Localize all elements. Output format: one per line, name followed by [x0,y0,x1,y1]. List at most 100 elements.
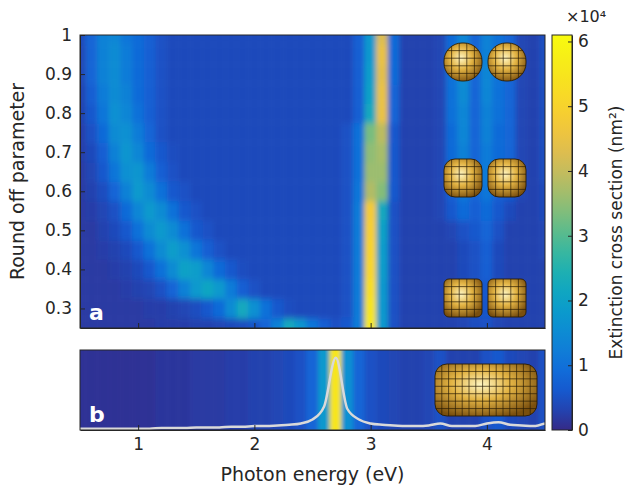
heatmap-cell [330,103,342,123]
heatmap-cell [388,260,400,280]
y-tick: 0.4 [45,259,85,279]
mesh-line [462,364,463,416]
heatmap-cell [109,64,121,84]
mesh-line [435,393,537,394]
heatmap-cell [86,221,98,241]
heatmap-cell [179,35,191,45]
heatmap-cell [121,64,133,84]
particle-icon [444,43,482,81]
heatmap-cell [307,240,319,260]
heatmap-cell [295,240,307,260]
heatmap-cell [376,221,388,241]
heatmap-cell [388,221,400,241]
heatmap-cell [435,35,447,45]
heatmap-cell [516,201,528,221]
heatmap-cell [330,182,342,202]
heatmap-cell [435,201,447,221]
heatmap-cell [179,318,191,328]
heatmap-cell [190,279,202,299]
strip-cell [539,350,545,430]
strip-cell [225,350,237,430]
heatmap-cell [295,64,307,84]
heatmap-cell [446,35,458,45]
heatmap-cell [156,35,168,45]
heatmap-cell [365,45,377,65]
heatmap-cell [109,162,121,182]
heatmap-cell [295,182,307,202]
mesh-line [496,364,497,416]
heatmap-cell [318,240,330,260]
heatmap-cell [528,103,540,123]
colorbar-tick-label: 5 [578,96,589,116]
heatmap-cell [202,260,214,280]
heatmap-cell [411,182,423,202]
mesh-line [444,286,482,287]
strip-cell [411,350,423,430]
heatmap-cell [225,240,237,260]
mesh-line [509,364,510,416]
heatmap-cell [225,35,237,45]
heatmap-cell [342,142,354,162]
heatmap-cell [481,221,493,241]
heatmap-cell [330,260,342,280]
x-tick-mark [138,323,139,328]
heatmap-cell [190,299,202,319]
heatmap-cell [411,299,423,319]
strip-cell [295,350,307,430]
heatmap-cell [272,64,284,84]
heatmap-cell [504,123,516,143]
heatmap-cell [528,201,540,221]
heatmap-cell [179,201,191,221]
heatmap-cell [446,201,458,221]
heatmap-cell [342,64,354,84]
x-tick-label: 1 [133,434,144,454]
heatmap-cell [121,84,133,104]
heatmap-cell [342,162,354,182]
heatmap-cell [353,35,365,45]
heatmap-cell [179,221,191,241]
heatmap-cell [295,260,307,280]
heatmap-cell [260,240,272,260]
heatmap-cell [109,182,121,202]
strip-cell [121,350,133,430]
heatmap-cell [214,221,226,241]
mesh-line [435,386,537,387]
y-tick-mark [80,230,85,231]
heatmap-cell [97,201,109,221]
y-tick-mark [80,191,85,192]
heatmap-cell [539,35,545,45]
mesh-line [488,294,526,295]
heatmap-cell [446,123,458,143]
x-tick-mark [487,323,488,328]
y-tick-mark [80,113,85,114]
heatmap-cell [539,84,545,104]
heatmap-cell [411,64,423,84]
mesh-line [451,159,452,197]
heatmap-cell [307,84,319,104]
heatmap-cell [121,162,133,182]
heatmap-cell [435,221,447,241]
heatmap-cell [365,201,377,221]
heatmap-cell [249,299,261,319]
heatmap-cell [167,35,179,45]
heatmap-cell [144,299,156,319]
heatmap-cell [260,103,272,123]
heatmap-cell [86,123,98,143]
heatmap-cell [132,240,144,260]
mesh-line [475,364,476,416]
heatmap-cell [342,240,354,260]
heatmap-cell [365,123,377,143]
heatmap-cell [365,35,377,45]
heatmap-cell [167,201,179,221]
heatmap-cell [283,103,295,123]
mesh-line [466,43,467,81]
heatmap-cell [458,84,470,104]
heatmap-cell [469,240,481,260]
strip-cell [283,350,295,430]
heatmap-cell [307,299,319,319]
heatmap-cell [307,221,319,241]
heatmap-cell [260,279,272,299]
heatmap-cell [342,45,354,65]
heatmap-cell [411,201,423,221]
heatmap-cell [388,64,400,84]
